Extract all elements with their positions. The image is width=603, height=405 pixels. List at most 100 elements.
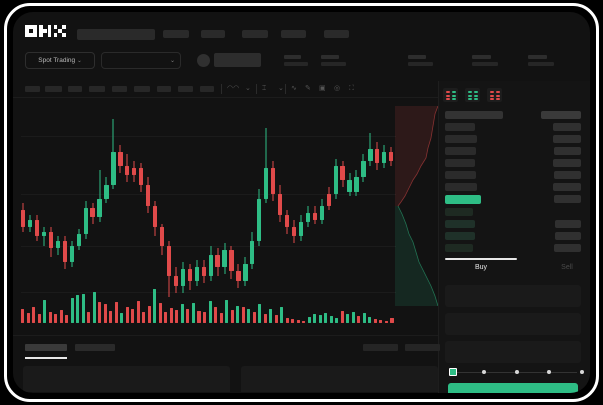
volume-bar — [92, 292, 96, 323]
candle-body — [55, 240, 61, 248]
candle — [243, 106, 248, 306]
slider-dot-4[interactable] — [580, 370, 584, 374]
candle — [319, 106, 324, 306]
volume-bar — [120, 312, 124, 323]
slider-dot-2[interactable] — [514, 370, 519, 374]
order-price-field[interactable] — [445, 285, 581, 307]
candle-body — [111, 151, 116, 185]
candle-body — [354, 177, 359, 192]
nav-item-0[interactable] — [163, 30, 189, 38]
chart-type-icon[interactable]: ⌶ — [262, 85, 267, 92]
order-amount-field[interactable] — [445, 313, 581, 335]
candle-body — [326, 193, 331, 206]
orderbook-row-left-2 — [445, 135, 477, 143]
toolbar-item-8[interactable] — [200, 86, 214, 92]
camera-icon[interactable]: ▣ — [319, 85, 326, 92]
toolbar-item-6[interactable] — [157, 86, 171, 92]
gridline-1 — [21, 194, 396, 195]
market-stat-value-4 — [528, 62, 554, 66]
candle — [41, 106, 47, 306]
slider-dot-3[interactable] — [547, 370, 552, 374]
active-tab-indicator — [445, 258, 517, 260]
orderbook-view-toggle — [443, 88, 502, 102]
toolbar-item-0[interactable] — [25, 86, 40, 92]
volume-bar — [98, 302, 102, 323]
volume-bar — [109, 310, 113, 323]
volume-bar — [87, 311, 91, 323]
orderbook-asks-icon[interactable] — [487, 88, 502, 102]
slider-dot-1[interactable] — [481, 370, 486, 374]
price-chart[interactable] — [13, 98, 438, 335]
volume-bar — [368, 316, 372, 323]
device-frame: Spot Trading ⌄ ⌄ ◠◠ ⌄ ⌶ ⌄ ∿ ✎ ▣ ◎ ⛶ Buy — [4, 3, 599, 402]
market-type-label: Spot Trading — [38, 57, 76, 64]
orderbook-row-left-6 — [445, 183, 477, 191]
volume-bar — [125, 306, 129, 323]
candle — [187, 106, 192, 306]
candle-wick — [265, 128, 267, 204]
candle-body — [201, 266, 206, 277]
candle — [340, 106, 345, 306]
amount-slider[interactable] — [449, 368, 584, 377]
toolbar-item-7[interactable] — [178, 86, 193, 92]
nav-item-3[interactable] — [281, 30, 306, 38]
chevron-down-icon[interactable]: ⌄ — [278, 85, 284, 92]
volume-bar — [131, 308, 135, 323]
tab-buy[interactable]: Buy — [474, 264, 488, 271]
bottom-action-0[interactable] — [363, 344, 398, 351]
bottom-tab-0[interactable] — [25, 344, 67, 351]
candle-body — [312, 212, 317, 220]
indicator-wave-icon[interactable]: ∿ — [291, 85, 297, 92]
toolbar-item-5[interactable] — [134, 86, 150, 92]
candle — [159, 106, 165, 306]
candle — [104, 106, 109, 306]
bottom-tab-1[interactable] — [75, 344, 115, 351]
volume-bar — [54, 313, 58, 323]
market-type-dropdown[interactable]: Spot Trading ⌄ — [25, 52, 95, 69]
okx-logo-icon[interactable] — [25, 25, 67, 38]
toolbar-item-4[interactable] — [112, 86, 127, 92]
volume-bar — [147, 305, 151, 323]
candle-body — [48, 231, 54, 248]
search-placeholder[interactable] — [77, 29, 155, 40]
candle — [277, 106, 283, 306]
nav-item-4[interactable] — [324, 30, 349, 38]
candle — [347, 106, 352, 306]
order-total-field[interactable] — [445, 341, 581, 363]
candle-body — [76, 233, 81, 246]
nav-item-1[interactable] — [201, 30, 225, 38]
candle-body — [264, 168, 269, 199]
volume-bar — [329, 315, 333, 323]
volume-bar — [208, 301, 212, 323]
volume-bar — [197, 310, 201, 323]
candle-wick — [99, 170, 101, 223]
slider-handle[interactable] — [449, 368, 457, 376]
buy-button[interactable] — [448, 383, 578, 393]
chevron-down-icon: ⌄ — [169, 58, 175, 64]
bottom-action-1[interactable] — [405, 344, 440, 351]
toolbar-item-3[interactable] — [89, 86, 105, 92]
volume-bar — [103, 304, 107, 323]
fullscreen-icon[interactable]: ⛶ — [349, 85, 354, 92]
candle — [284, 106, 290, 306]
trading-pair-select[interactable]: ⌄ — [101, 52, 181, 69]
nav-item-2[interactable] — [242, 30, 268, 38]
timeframe-icon[interactable]: ◠◠ — [227, 85, 240, 92]
tab-sell[interactable]: Sell — [561, 264, 573, 271]
candle-body — [125, 165, 130, 176]
candle-body — [152, 205, 158, 227]
market-stat-value-1 — [321, 62, 346, 66]
volume-series — [21, 287, 396, 323]
pencil-icon[interactable]: ✎ — [305, 85, 311, 92]
volume-bar — [21, 308, 25, 323]
candle-body — [389, 151, 394, 161]
toolbar-item-2[interactable] — [68, 86, 82, 92]
volume-bar — [191, 303, 195, 323]
orderbook-bids-icon[interactable] — [465, 88, 480, 102]
settings-icon[interactable]: ◎ — [334, 85, 341, 92]
candle — [250, 106, 255, 306]
candle-body — [69, 245, 74, 263]
orderbook-both-icon[interactable] — [443, 88, 458, 102]
chevron-down-icon[interactable]: ⌄ — [245, 85, 251, 92]
toolbar-item-1[interactable] — [45, 86, 62, 92]
